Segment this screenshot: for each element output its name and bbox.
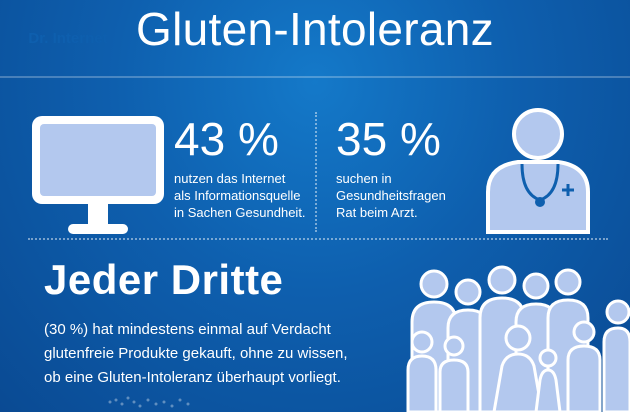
stat-desc-line: als Informationsquelle — [174, 188, 301, 203]
vertical-divider — [315, 112, 317, 232]
stat-desc-internet: nutzen das Internet als Informationsquel… — [174, 170, 306, 221]
title-divider — [0, 76, 630, 78]
stat-desc-line: suchen in — [336, 171, 392, 186]
monitor-label: Dr. Internet — [28, 30, 108, 47]
stat-desc-line: Gesundheitsfragen — [336, 188, 446, 203]
people-group-icon — [406, 265, 630, 412]
body-line: glutenfreie Produkte gekauft, ohne zu wi… — [44, 345, 348, 362]
headline: Jeder Dritte — [44, 256, 284, 303]
stat-value-internet: 43 % — [174, 113, 279, 165]
horizontal-divider — [28, 238, 608, 240]
stat-desc-line: Rat beim Arzt. — [336, 205, 418, 220]
monitor-icon — [32, 116, 164, 234]
body-text: (30 %) hat mindestens einmal auf Verdach… — [44, 318, 348, 390]
body-line: (30 %) hat mindestens einmal auf Verdach… — [44, 321, 331, 338]
stat-desc-line: nutzen das Internet — [174, 171, 286, 186]
body-line: ob eine Gluten-Intoleranz überhaupt vorl… — [44, 369, 341, 386]
stat-desc-doctor: suchen in Gesundheitsfragen Rat beim Arz… — [336, 170, 446, 221]
doctor-icon — [486, 108, 590, 234]
page-title: Gluten-Intoleranz — [136, 3, 494, 55]
stat-value-doctor: 35 % — [336, 113, 441, 165]
stat-desc-line: in Sachen Gesundheit. — [174, 205, 306, 220]
map-decoration — [108, 396, 190, 408]
